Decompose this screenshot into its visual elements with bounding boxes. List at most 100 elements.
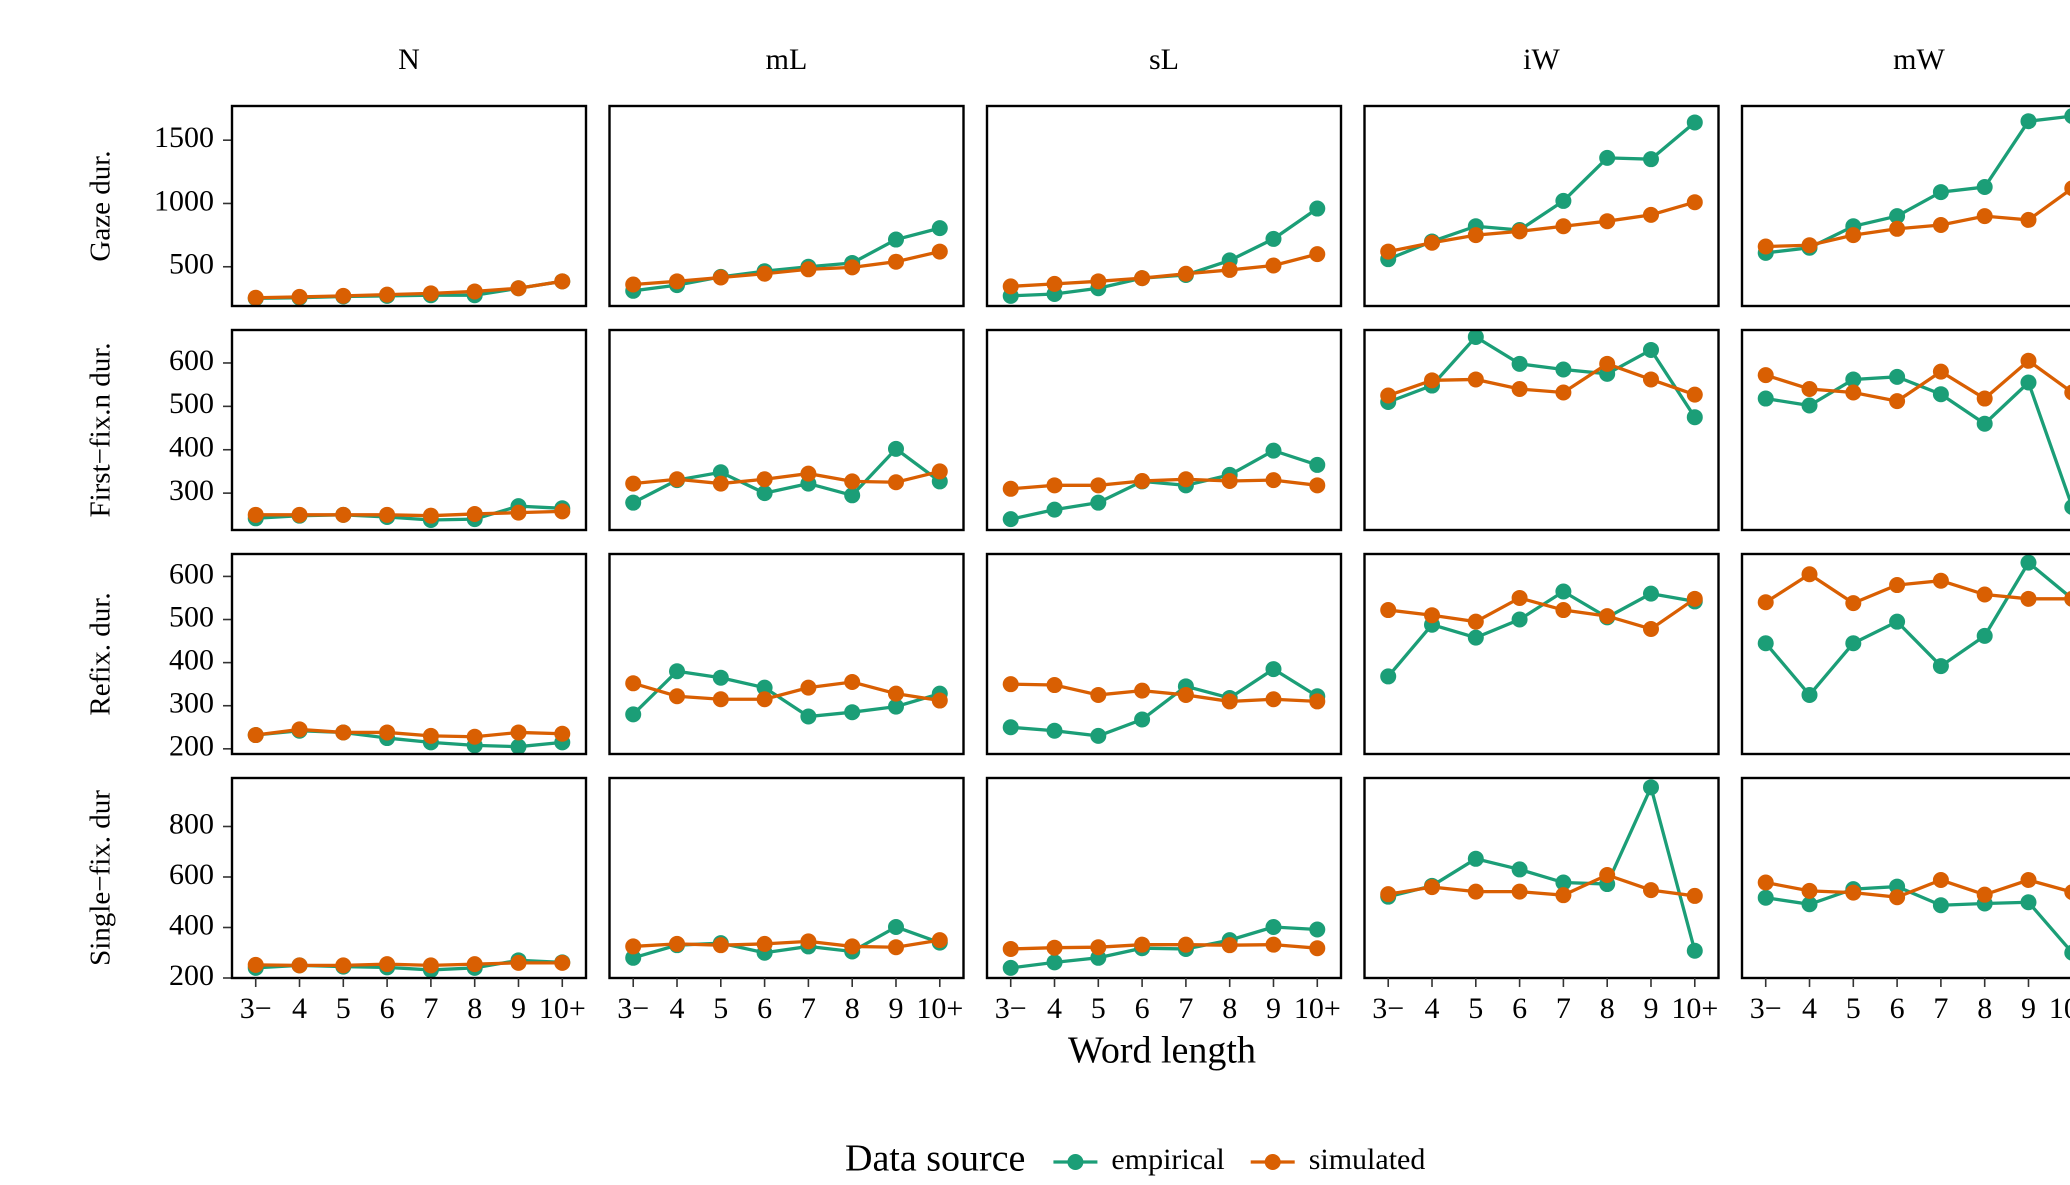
point xyxy=(1555,583,1572,600)
point xyxy=(625,706,642,723)
panel-border xyxy=(1740,104,2070,308)
point xyxy=(712,691,729,708)
point xyxy=(1757,390,1774,407)
point xyxy=(1511,223,1528,240)
series-line xyxy=(1764,560,2070,698)
panel-border xyxy=(230,552,588,756)
y-tick-label: 500 xyxy=(169,600,214,633)
x-tick-label: 3− xyxy=(1372,992,1404,1025)
point xyxy=(887,685,904,702)
point xyxy=(1642,371,1659,388)
point xyxy=(931,220,948,237)
point xyxy=(1976,627,1993,644)
point xyxy=(1380,243,1397,260)
point xyxy=(2020,352,2037,369)
point xyxy=(844,938,861,955)
point xyxy=(1976,208,1993,225)
point xyxy=(1002,719,1019,736)
point xyxy=(1424,234,1441,251)
point xyxy=(1046,954,1063,971)
point xyxy=(1265,230,1282,247)
x-tick-label: 10+ xyxy=(2049,992,2070,1025)
facet-strip-label: sL xyxy=(1149,43,1179,76)
point xyxy=(1309,940,1326,957)
point xyxy=(625,276,642,293)
point xyxy=(1642,882,1659,899)
point xyxy=(1642,779,1659,796)
point xyxy=(1309,246,1326,263)
panel-border xyxy=(230,328,588,532)
x-tick-label: 3− xyxy=(240,992,272,1025)
point xyxy=(1976,415,1993,432)
point xyxy=(1467,629,1484,646)
point xyxy=(1932,363,1949,380)
point xyxy=(554,954,571,971)
point xyxy=(291,288,308,305)
point xyxy=(887,440,904,457)
point xyxy=(1467,371,1484,388)
x-tick-label: 10+ xyxy=(1671,992,1718,1025)
row-label: Gaze dur. xyxy=(85,150,117,261)
row-label: First−fix.n dur. xyxy=(85,342,117,517)
panel-border xyxy=(1740,328,2070,532)
point xyxy=(1511,589,1528,606)
point xyxy=(335,957,352,974)
point xyxy=(1134,711,1151,728)
point xyxy=(422,285,439,302)
x-tick-label: 9 xyxy=(1266,992,1281,1025)
x-tick-label: 4 xyxy=(1047,992,1062,1025)
point xyxy=(712,464,729,481)
point xyxy=(1555,887,1572,904)
point xyxy=(756,485,773,502)
point xyxy=(669,273,686,290)
point xyxy=(887,474,904,491)
point xyxy=(1002,940,1019,957)
point xyxy=(756,679,773,696)
point xyxy=(1511,355,1528,372)
point xyxy=(887,918,904,935)
point xyxy=(466,283,483,300)
point xyxy=(1757,635,1774,652)
point xyxy=(1642,206,1659,223)
panel-border xyxy=(1363,552,1720,756)
y-tick-label: 200 xyxy=(169,959,214,992)
point xyxy=(1380,668,1397,685)
point xyxy=(510,724,527,741)
panel-border xyxy=(1363,104,1720,308)
x-tick-label: 6 xyxy=(1135,992,1150,1025)
point xyxy=(466,728,483,745)
point xyxy=(800,679,817,696)
point xyxy=(1976,586,1993,603)
point xyxy=(931,463,948,480)
point xyxy=(1932,658,1949,675)
point xyxy=(2064,884,2070,900)
point xyxy=(1757,238,1774,255)
point xyxy=(1090,273,1107,290)
x-tick-label: 8 xyxy=(1600,992,1615,1025)
point xyxy=(1932,216,1949,233)
panel-border xyxy=(608,776,965,980)
point xyxy=(1380,602,1397,619)
point xyxy=(1757,367,1774,384)
point xyxy=(554,503,571,520)
point xyxy=(2064,108,2070,124)
point xyxy=(291,506,308,523)
point xyxy=(1801,686,1818,703)
point xyxy=(2064,499,2070,515)
point xyxy=(1046,275,1063,292)
point xyxy=(1976,390,1993,407)
legend-marker xyxy=(1264,1154,1281,1170)
point xyxy=(1090,727,1107,744)
x-tick-label: 4 xyxy=(1425,992,1440,1025)
point xyxy=(1221,261,1238,278)
point xyxy=(247,506,264,523)
point xyxy=(1309,921,1326,938)
point xyxy=(669,935,686,952)
point xyxy=(1642,585,1659,602)
point xyxy=(1599,608,1616,625)
point xyxy=(1555,384,1572,401)
x-tick-label: 8 xyxy=(1222,992,1237,1025)
point xyxy=(1801,397,1818,414)
